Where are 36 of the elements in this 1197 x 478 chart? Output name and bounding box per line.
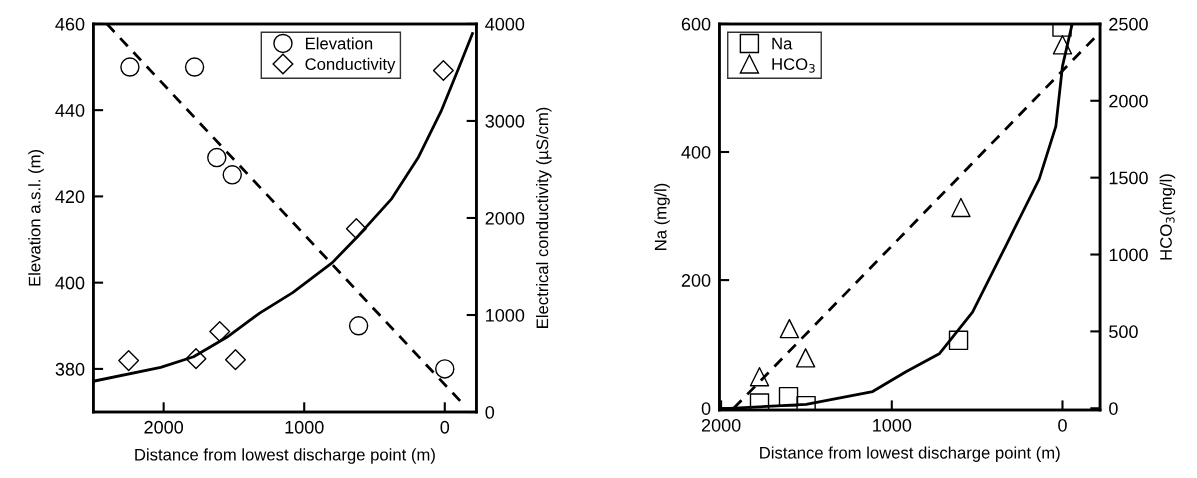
y2-tick-label: 2000 [485, 211, 525, 225]
y2-tick-label: 0 [1109, 402, 1118, 415]
x-tick-label: 2000 [701, 418, 741, 432]
y-axis-title: Na (mg/l) [654, 183, 670, 250]
y2-axis-title: Electrical conductivity (µS/cm) [536, 107, 552, 328]
y-tick-label: 440 [55, 104, 85, 117]
y2-axis-title: HCO$_{3}$(mg/l) [1159, 174, 1176, 260]
y2-tick-label: 1000 [486, 308, 525, 322]
y-tick-label: 0 [701, 402, 711, 415]
y2-tick-label: 2000 [1109, 94, 1148, 108]
legend-label: HCO$_{3}$ [772, 58, 815, 73]
y2-tick-label: 1000 [1109, 248, 1148, 262]
x-tick-label: 0 [1058, 418, 1067, 432]
y-tick-label: 600 [681, 17, 711, 31]
y-axis-title: Elevation a.s.l. (m) [28, 150, 44, 286]
y2-tick-label: 0 [485, 405, 495, 419]
y2-tick-label: 1500 [1109, 171, 1148, 185]
y2-tick-label: 4000 [485, 17, 525, 31]
y-tick-label: 420 [55, 190, 85, 204]
y-tick-label: 400 [55, 276, 85, 290]
y2-tick-label: 500 [1109, 325, 1138, 339]
legend-label: Na [772, 37, 793, 50]
x-tick-label: 1000 [285, 420, 324, 434]
y2-tick-label: 3000 [485, 114, 525, 128]
x-axis-title: Distance from lowest discharge point (m) [135, 448, 435, 464]
legend-label: Conductivity [305, 57, 396, 74]
y-tick-label: 380 [55, 362, 85, 376]
x-tick-label: 1000 [873, 418, 912, 432]
y-tick-label: 460 [55, 17, 85, 31]
x-axis-title: Distance from lowest discharge point (m) [760, 446, 1060, 462]
y-tick-label: 400 [681, 145, 711, 159]
legend-label: Elevation [306, 37, 373, 50]
y2-tick-label: 2500 [1109, 17, 1148, 31]
x-tick-label: 0 [440, 420, 450, 434]
y-tick-label: 200 [681, 274, 711, 287]
x-tick-label: 2000 [144, 420, 184, 434]
